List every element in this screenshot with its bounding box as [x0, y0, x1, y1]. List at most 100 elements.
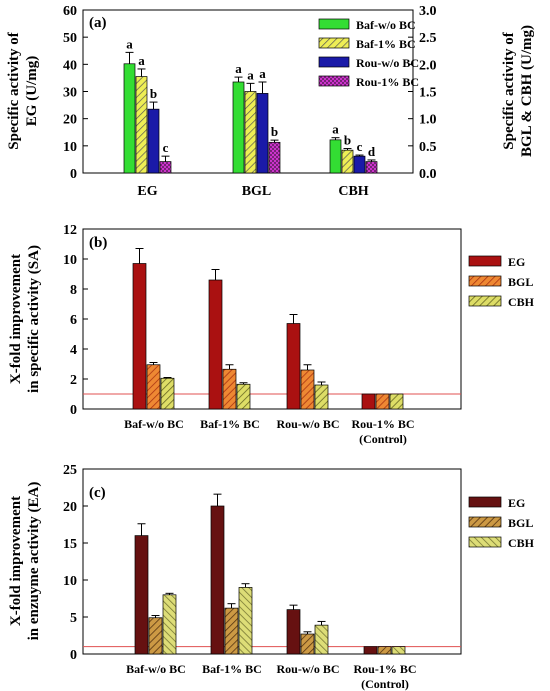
category-label: Baf-w/o BC [126, 662, 186, 676]
y-tick-label: 4 [70, 343, 77, 358]
y-tick-label-right-a: 1.0 [419, 113, 437, 128]
legend-label: CBH [508, 295, 535, 309]
y-tick-label-right-a: 2.5 [419, 31, 437, 46]
y-tick-label: 25 [63, 463, 77, 478]
bar-bgl-series-0 [232, 81, 245, 174]
y-axis-title-left-line2: EG (U/mg) [24, 56, 40, 126]
y-axis-title-left-line1: Specific activity of [6, 31, 22, 149]
bar-bgl-series-2 [256, 93, 269, 174]
bar-series-2 [389, 393, 404, 410]
y-tick-label: 10 [63, 574, 77, 589]
legend-swatch [468, 496, 502, 508]
panel-a: (a) Specific activity of EG (U/mg) Speci… [6, 4, 535, 199]
significance-letter: a [332, 122, 339, 137]
significance-letter: c [163, 140, 169, 155]
significance-letter: b [344, 133, 351, 148]
bar-series-2 [236, 383, 251, 410]
bar-series-0 [210, 505, 225, 655]
legend-a: Baf-w/o BC Baf-1% BC Rou-w/o BC Rou-1% BC [318, 18, 419, 89]
category-labels-c: Baf-w/o BC Baf-1% BC Rou-w/o BC Rou-1% BC(C… [126, 662, 416, 691]
legend-swatch-a [318, 75, 350, 87]
bar-series-1 [300, 633, 315, 655]
category-label-a: EG [137, 184, 157, 199]
category-label: Rou-1% BC [351, 417, 414, 431]
y-ticks-right-a: 0.0 0.5 1.0 1.5 2.0 2.5 3.0 [408, 4, 437, 182]
y-tick-label: 0 [70, 648, 77, 663]
category-sublabel: (Control) [359, 432, 407, 446]
category-label: Baf-w/o BC [124, 417, 184, 431]
bar-series-1 [375, 393, 390, 410]
bar-series-1 [224, 607, 239, 655]
bar-series-2 [162, 594, 177, 655]
bar-series-0 [132, 263, 147, 410]
bar-cbh-series-2 [353, 155, 366, 174]
y-tick-label-right-a: 3.0 [419, 4, 437, 19]
legend-label: BGL [508, 275, 533, 289]
category-label: Baf-1% BC [202, 662, 262, 676]
panel-c: (c) X-fold improvement in enzuyme activi… [8, 463, 535, 691]
y-tick-label: 15 [63, 537, 77, 552]
legend-label: CBH [508, 536, 535, 550]
bar-series-2 [314, 384, 329, 410]
bar-series-0 [286, 323, 301, 410]
y-ticks-c: 0 5 10 15 20 25 [63, 463, 88, 663]
y-ticks-left-a: 0 10 20 30 40 50 60 [63, 4, 88, 182]
y-axis-title-b-line2: in specific activity (SA) [26, 245, 42, 393]
significance-letter: b [150, 86, 157, 101]
bar-series-1 [146, 364, 161, 410]
legend-b: EG BGL CBH [468, 255, 535, 309]
y-tick-label: 8 [70, 283, 77, 298]
significance-letter: a [138, 53, 145, 68]
bar-series-0 [286, 609, 301, 655]
legend-c: EG BGL CBH [468, 496, 535, 550]
legend-label: EG [508, 255, 525, 269]
y-tick-label-left-a: 20 [63, 113, 77, 128]
y-axis-title-b-line1: X-fold improvement [8, 254, 24, 384]
bar-eg-series-1 [135, 76, 148, 174]
bar-series-0 [361, 393, 376, 410]
bar-bgl-series-3 [268, 141, 281, 174]
y-tick-label-left-a: 60 [63, 4, 77, 19]
legend-swatch [468, 295, 502, 307]
y-tick-label: 12 [63, 223, 77, 238]
y-tick-label-left-a: 40 [63, 58, 77, 73]
y-tick-label: 20 [63, 500, 77, 515]
legend-swatch [468, 516, 502, 528]
panel-tag-c: (c) [89, 485, 106, 501]
plot-frame-c [82, 468, 462, 655]
legend-label-a: Rou-1% BC [356, 75, 419, 89]
category-label: Rou-w/o BC [276, 417, 339, 431]
legend-label-a: Baf-1% BC [356, 37, 416, 51]
y-ticks-b: 0 2 4 6 8 10 12 [63, 223, 88, 418]
y-tick-label: 0 [70, 403, 77, 418]
significance-letter: a [235, 61, 242, 76]
category-label: Baf-1% BC [200, 417, 260, 431]
bar-series-1 [148, 617, 163, 655]
bar-series-0 [363, 646, 378, 655]
bar-series-2 [160, 377, 175, 410]
y-axis-title-right-line1: Specific activity of [501, 31, 517, 149]
legend-label-a: Rou-w/o BC [356, 56, 419, 70]
category-label-a: BGL [242, 184, 272, 199]
y-tick-label-right-a: 1.5 [419, 86, 437, 101]
y-tick-label: 10 [63, 253, 77, 268]
y-tick-label-right-a: 0.0 [419, 167, 437, 182]
y-axis-title-right-line2: BGL & CBH (U/mg) [519, 25, 535, 157]
bars-c [134, 493, 406, 655]
panel-tag-a: (a) [89, 15, 107, 31]
legend-swatch-a [318, 37, 350, 49]
y-axis-title-c-line2: in enzuyme activity (EA) [26, 482, 42, 641]
significance-letter: a [259, 66, 266, 81]
significance-letter: c [357, 139, 363, 154]
bar-eg-series-2 [147, 108, 160, 174]
legend-swatch [468, 275, 502, 287]
panel-b: (b) X-fold improvement in specific activ… [8, 223, 535, 446]
y-tick-label: 5 [70, 611, 77, 626]
legend-label: BGL [508, 516, 533, 530]
bar-series-1 [222, 368, 237, 410]
legend-swatch [468, 255, 502, 267]
y-tick-label-left-a: 50 [63, 31, 77, 46]
significance-letter: a [247, 67, 254, 82]
